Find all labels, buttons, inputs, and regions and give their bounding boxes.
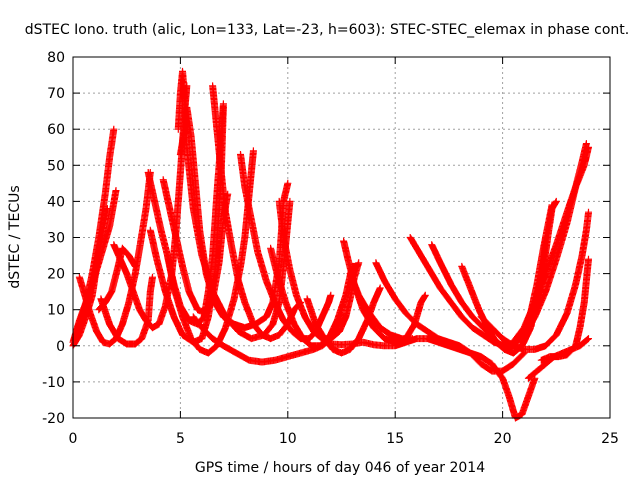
x-tick-label: 25 <box>601 431 619 447</box>
series-arc-23 <box>372 259 528 375</box>
series-markers <box>477 208 592 353</box>
y-tick-label: 30 <box>47 231 65 247</box>
chart-title: dSTEC Iono. truth (alic, Lon=133, Lat=-2… <box>25 22 629 38</box>
y-tick-label: 70 <box>47 86 65 102</box>
x-axis-label: GPS time / hours of day 046 of year 2014 <box>195 460 485 476</box>
series-markers <box>164 147 257 357</box>
series-markers <box>372 259 528 375</box>
series-markers <box>346 270 416 343</box>
series-arc-7 <box>97 273 156 348</box>
series-layer <box>69 67 592 422</box>
series-markers <box>71 187 120 343</box>
y-tick-label: 80 <box>47 50 65 66</box>
x-tick-label: 15 <box>386 431 404 447</box>
series-markers <box>97 273 156 348</box>
grid-lines <box>73 57 610 418</box>
x-tick-label: 10 <box>279 431 297 447</box>
y-tick-label: 10 <box>47 303 65 319</box>
y-tick-label: -20 <box>42 411 65 427</box>
series-arc-18 <box>267 244 360 350</box>
series-markers <box>209 82 305 343</box>
y-tick-label: 20 <box>47 267 65 283</box>
series-markers <box>267 244 360 350</box>
series-markers <box>509 143 592 346</box>
y-tick-label: 40 <box>47 194 65 210</box>
series-arc-11 <box>164 147 257 357</box>
series-arc-27 <box>477 208 592 353</box>
series-arc-29 <box>509 143 592 346</box>
x-tick-label: 20 <box>494 431 512 447</box>
series-arc-4 <box>71 187 120 343</box>
y-tick-label: -10 <box>42 375 65 391</box>
series-arc-22 <box>346 270 416 343</box>
x-tick-label: 0 <box>69 431 78 447</box>
y-tick-label: 0 <box>56 339 65 355</box>
series-markers <box>537 255 592 364</box>
y-tick-label: 50 <box>47 158 65 174</box>
x-tick-label: 5 <box>176 431 185 447</box>
y-tick-label: 60 <box>47 122 65 138</box>
axis-ticks: 0 5 10 15 20 25 -20 -10 0 10 20 30 40 50 60 70 80 <box>42 50 619 447</box>
y-axis-label: dSTEC / TECUs <box>7 185 23 288</box>
series-arc-14 <box>209 82 305 343</box>
series-arc-31 <box>537 255 592 364</box>
